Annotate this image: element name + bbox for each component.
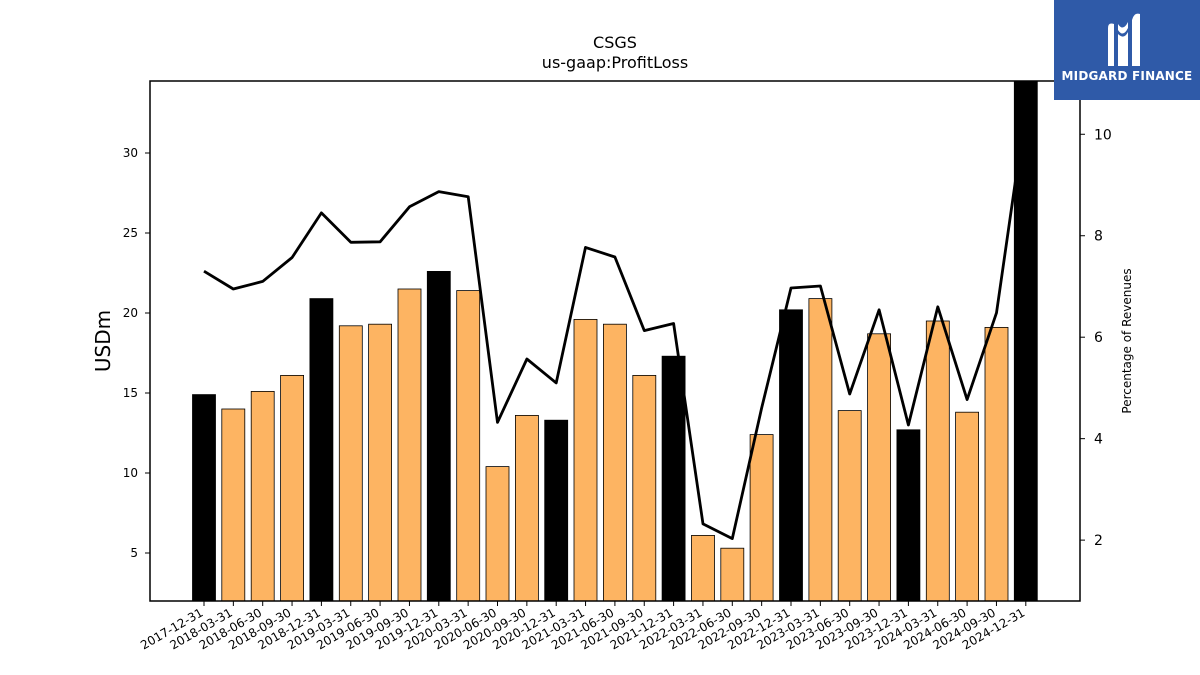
bar — [221, 408, 246, 602]
y2-tick-label: 8 — [1094, 229, 1103, 245]
y-tick-label: 30 — [123, 146, 138, 160]
y-tick-label: 10 — [123, 466, 138, 480]
y2-tick-label: 6 — [1094, 330, 1103, 346]
bar — [603, 323, 627, 602]
bar — [808, 298, 833, 602]
bar — [368, 323, 393, 602]
y2-axis-label: Percentage of Revenues — [1120, 268, 1134, 413]
y-tick-label: 20 — [123, 306, 138, 320]
x-axis: 2017-12-312018-03-312018-06-302018-09-30… — [138, 601, 1027, 652]
bar — [426, 270, 451, 602]
bar — [309, 298, 334, 602]
bar — [456, 290, 481, 602]
bar — [544, 419, 569, 602]
bar — [280, 374, 305, 602]
chart-subtitle: us-gaap:ProfitLoss — [542, 53, 688, 72]
bar — [955, 411, 979, 602]
bar — [250, 390, 275, 602]
line-path — [203, 108, 1028, 540]
bar — [867, 333, 891, 602]
line-series — [203, 108, 1028, 540]
bar — [837, 410, 862, 602]
bar — [749, 434, 774, 602]
bar — [779, 309, 803, 602]
y2-tick-label: 2 — [1094, 533, 1103, 549]
bar — [338, 325, 363, 602]
y-axis-left: 5 10 15 20 25 30 — [123, 146, 150, 560]
bar — [720, 547, 745, 602]
bar-series — [192, 80, 1038, 602]
y-tick-label: 5 — [130, 546, 138, 560]
brand-logo: MIDGARD FINANCE — [1054, 0, 1200, 100]
bar — [485, 466, 510, 602]
logo-icon — [1108, 13, 1140, 67]
chart-title: CSGS — [593, 33, 637, 52]
logo-text: MIDGARD FINANCE — [1061, 69, 1193, 83]
bar — [515, 414, 539, 602]
y2-tick-label: 10 — [1094, 127, 1112, 143]
bar — [925, 320, 950, 602]
y2-tick-label: 4 — [1094, 432, 1103, 448]
bar — [573, 318, 598, 602]
bar — [896, 429, 921, 602]
y-tick-label: 15 — [123, 386, 138, 400]
y-tick-label: 25 — [123, 226, 138, 240]
bar — [632, 374, 657, 602]
bar — [661, 355, 686, 602]
bar — [984, 326, 1009, 602]
bar — [192, 394, 216, 602]
y-axis-right: 2 4 6 8 10 — [1080, 127, 1112, 549]
y-axis-label: USDm — [91, 310, 115, 372]
bar — [691, 535, 715, 602]
bar — [397, 288, 422, 602]
